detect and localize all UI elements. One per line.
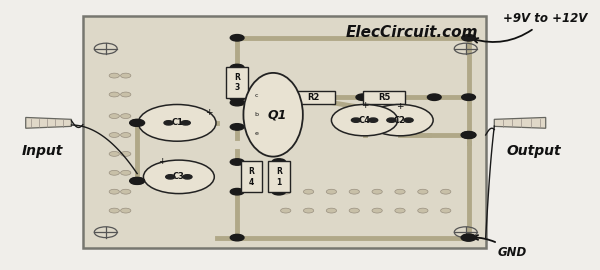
Circle shape: [130, 178, 144, 184]
Text: R5: R5: [378, 93, 390, 102]
Circle shape: [130, 119, 145, 126]
Circle shape: [331, 104, 398, 136]
Circle shape: [121, 73, 131, 78]
Circle shape: [121, 133, 131, 137]
Circle shape: [304, 208, 314, 213]
Text: +: +: [396, 102, 404, 111]
Text: +: +: [205, 107, 212, 117]
Bar: [226, 67, 248, 98]
Circle shape: [272, 188, 286, 195]
Circle shape: [109, 92, 119, 97]
Bar: [268, 161, 290, 192]
Circle shape: [462, 35, 475, 41]
Circle shape: [462, 132, 475, 138]
Text: C4: C4: [359, 116, 371, 125]
Circle shape: [281, 189, 291, 194]
Circle shape: [304, 189, 314, 194]
Text: ElecCircuit.com: ElecCircuit.com: [345, 25, 478, 40]
Polygon shape: [26, 117, 71, 128]
Circle shape: [404, 118, 413, 122]
Circle shape: [372, 189, 382, 194]
Circle shape: [462, 234, 475, 241]
Circle shape: [143, 160, 214, 194]
Circle shape: [181, 121, 190, 125]
Text: +: +: [158, 157, 166, 167]
Text: R
3: R 3: [234, 73, 240, 92]
Circle shape: [230, 95, 244, 102]
Text: C3: C3: [173, 172, 185, 181]
Circle shape: [326, 189, 337, 194]
Circle shape: [230, 188, 244, 195]
Circle shape: [121, 170, 131, 175]
Circle shape: [121, 208, 131, 213]
Circle shape: [121, 189, 131, 194]
Polygon shape: [494, 117, 546, 128]
Circle shape: [395, 189, 405, 194]
Circle shape: [440, 208, 451, 213]
Ellipse shape: [244, 73, 303, 157]
Text: R2: R2: [307, 93, 319, 102]
Circle shape: [109, 73, 119, 78]
Text: Output: Output: [507, 144, 562, 158]
Bar: [292, 91, 335, 104]
Circle shape: [372, 208, 382, 213]
Circle shape: [183, 175, 192, 179]
Circle shape: [109, 189, 119, 194]
Text: +: +: [361, 101, 368, 110]
Circle shape: [230, 35, 244, 41]
Circle shape: [109, 170, 119, 175]
Bar: [241, 161, 262, 192]
Text: GND: GND: [473, 235, 526, 259]
Text: R
4: R 4: [248, 167, 254, 187]
Circle shape: [164, 121, 173, 125]
Circle shape: [121, 151, 131, 156]
Circle shape: [109, 208, 119, 213]
Circle shape: [109, 151, 119, 156]
Circle shape: [230, 64, 244, 71]
Circle shape: [387, 118, 396, 122]
Circle shape: [356, 94, 370, 100]
Circle shape: [349, 208, 359, 213]
Circle shape: [121, 92, 131, 97]
Text: R
1: R 1: [276, 167, 282, 187]
Circle shape: [281, 208, 291, 213]
Circle shape: [109, 133, 119, 137]
Text: C1: C1: [171, 118, 183, 127]
Circle shape: [109, 114, 119, 119]
Circle shape: [395, 208, 405, 213]
Circle shape: [368, 118, 378, 122]
Circle shape: [130, 177, 145, 184]
Circle shape: [230, 99, 244, 106]
Circle shape: [130, 120, 144, 126]
Text: b: b: [255, 112, 259, 117]
Circle shape: [230, 124, 244, 130]
Circle shape: [427, 94, 441, 100]
Circle shape: [272, 159, 286, 165]
Circle shape: [230, 234, 244, 241]
Text: +9V to +12V: +9V to +12V: [473, 12, 587, 43]
Text: Input: Input: [22, 144, 64, 158]
Circle shape: [418, 208, 428, 213]
Bar: [362, 91, 406, 104]
Circle shape: [138, 104, 216, 141]
Circle shape: [418, 189, 428, 194]
Text: e: e: [255, 131, 259, 136]
Circle shape: [166, 175, 175, 179]
Circle shape: [462, 94, 475, 100]
Circle shape: [230, 159, 244, 165]
Circle shape: [352, 118, 361, 122]
Circle shape: [440, 189, 451, 194]
Circle shape: [461, 131, 476, 139]
Circle shape: [284, 94, 298, 100]
Circle shape: [121, 114, 131, 119]
Circle shape: [461, 234, 476, 241]
Text: Q1: Q1: [268, 108, 287, 121]
Bar: [83, 16, 486, 248]
Circle shape: [367, 104, 433, 136]
Text: C2: C2: [394, 116, 406, 125]
Text: c: c: [255, 93, 259, 99]
Circle shape: [349, 189, 359, 194]
Circle shape: [326, 208, 337, 213]
